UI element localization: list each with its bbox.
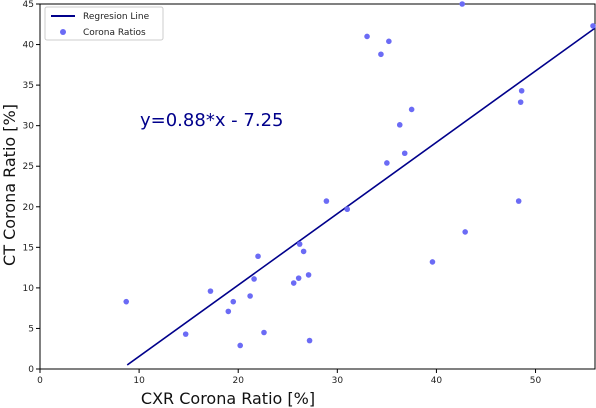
data-point bbox=[255, 253, 261, 260]
data-point bbox=[182, 331, 189, 337]
data-point bbox=[305, 272, 312, 278]
y-tick-label: 10 bbox=[23, 284, 35, 294]
y-tick-label: 15 bbox=[23, 243, 34, 253]
y-tick-label: 45 bbox=[23, 0, 34, 10]
x-axis-label: CXR Corona Ratio [%] bbox=[141, 389, 315, 408]
data-point bbox=[386, 38, 392, 45]
data-point bbox=[323, 198, 330, 204]
x-tick-label: 10 bbox=[133, 376, 145, 386]
data-point bbox=[590, 23, 596, 29]
data-point bbox=[261, 329, 267, 336]
y-tick-label: 25 bbox=[23, 162, 34, 172]
x-axis-ticks: 0 10 20 30 40 50 bbox=[37, 369, 542, 386]
regression-line bbox=[126, 27, 596, 366]
data-point bbox=[344, 206, 351, 213]
data-point bbox=[401, 150, 408, 157]
data-point bbox=[300, 248, 307, 255]
data-point bbox=[429, 259, 436, 265]
legend: Regresion Line Corona Ratios bbox=[44, 6, 164, 41]
data-point bbox=[518, 87, 525, 94]
data-point bbox=[237, 342, 243, 349]
plot-area bbox=[39, 3, 596, 370]
legend-line-label: Regresion Line bbox=[83, 12, 150, 22]
legend-point-swatch bbox=[60, 29, 66, 35]
data-point bbox=[462, 229, 468, 235]
x-tick-label: 30 bbox=[332, 376, 344, 386]
data-point bbox=[225, 308, 232, 315]
data-point bbox=[378, 51, 384, 58]
data-point bbox=[515, 198, 522, 204]
data-point bbox=[517, 99, 524, 105]
data-point bbox=[123, 298, 130, 305]
x-tick-label: 20 bbox=[232, 376, 244, 386]
y-axis-ticks: 0 5 10 15 20 25 30 35 40 45 bbox=[23, 0, 40, 375]
x-tick-label: 40 bbox=[431, 376, 443, 386]
plot-frame bbox=[39, 3, 596, 370]
data-point bbox=[230, 298, 237, 305]
data-point bbox=[364, 33, 370, 40]
regression-equation-annotation: y=0.88*x - 7.25 bbox=[140, 110, 283, 131]
data-point bbox=[396, 122, 403, 128]
data-point bbox=[290, 280, 297, 286]
y-tick-label: 30 bbox=[23, 122, 35, 132]
y-tick-label: 5 bbox=[28, 324, 34, 334]
y-tick-label: 40 bbox=[23, 41, 35, 51]
x-tick-label: 0 bbox=[37, 376, 43, 386]
data-point bbox=[296, 241, 303, 247]
legend-point-label: Corona Ratios bbox=[83, 28, 146, 38]
y-tick-label: 0 bbox=[28, 365, 34, 375]
x-tick-label: 50 bbox=[530, 376, 542, 386]
y-tick-label: 35 bbox=[23, 81, 34, 91]
data-point bbox=[295, 275, 302, 281]
data-point bbox=[247, 293, 253, 299]
data-point bbox=[384, 160, 390, 166]
data-point bbox=[408, 106, 415, 113]
y-axis-label: CT Corona Ratio [%] bbox=[0, 104, 19, 266]
data-point bbox=[207, 288, 214, 294]
data-point bbox=[459, 1, 465, 7]
chart-marks bbox=[123, 1, 596, 366]
data-point bbox=[306, 337, 313, 344]
data-point bbox=[251, 276, 257, 282]
y-tick-label: 20 bbox=[23, 203, 35, 213]
